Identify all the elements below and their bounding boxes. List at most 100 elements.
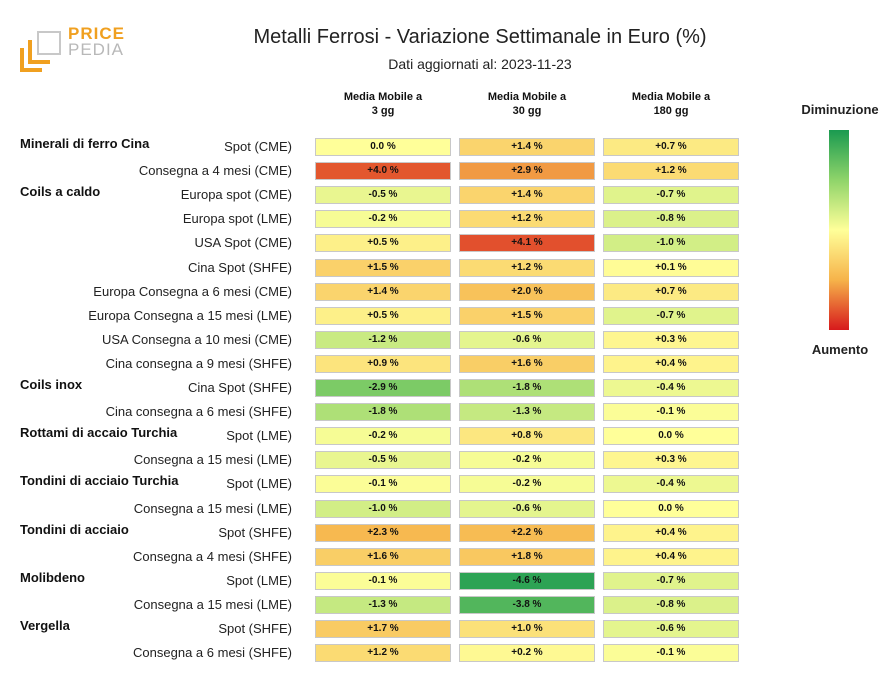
heatmap-cell: -0.8 % [603,595,739,614]
heatmap-cell: 0.0 % [603,427,739,446]
heatmap-cell: +1.4 % [315,282,451,301]
heatmap-cell: +0.7 % [603,138,739,156]
row-label: Europa Consegna a 6 mesi (CME) [93,283,292,299]
column-header: Media Mobile a 30 gg [487,91,567,117]
heatmap-cell: -0.4 % [603,475,739,494]
legend-bottom-label: Aumento [811,342,869,357]
heatmap-cell: +0.9 % [315,354,451,373]
row-label: Spot (LME) [226,428,292,444]
group-label: Tondini di acciaio Turchia [20,473,179,489]
heatmap-cell: +0.3 % [603,330,739,349]
heatmap-cell: -1.8 % [315,403,451,422]
row-label: Consegna a 4 mesi (CME) [138,163,292,179]
logo-mark-icon [20,31,61,72]
row-label: Consegna a 4 mesi (SHFE) [133,548,292,564]
logo-word-price: PRICE [68,24,125,43]
row-label: Consegna a 6 mesi (SHFE) [133,645,292,661]
heatmap-cell: +0.5 % [315,306,451,325]
heatmap-cell: +1.2 % [315,644,451,663]
heatmap-cell: 0.0 % [603,499,739,518]
row-label: Cina consegna a 9 mesi (SHFE) [105,355,292,371]
heatmap-cell: -3.8 % [459,595,595,614]
heatmap-cell: -0.1 % [315,475,451,494]
heatmap-cell: -0.5 % [315,186,451,205]
heatmap-cell: -0.1 % [603,403,739,422]
heatmap-cell: +4.0 % [315,162,451,181]
heatmap-cell: -1.2 % [315,330,451,349]
heatmap-cell: -4.6 % [459,571,595,590]
logo-word-pedia: PEDIA [68,40,125,59]
heatmap-cell: +1.2 % [459,258,595,277]
row-label: Spot (LME) [226,476,292,492]
group-label: Vergella [20,618,70,633]
row-label: Cina Spot (SHFE) [187,380,292,395]
row-label: Europa spot (CME) [180,187,292,203]
group-label: Minerali di ferro Cina [20,136,150,151]
heatmap-cell: +2.9 % [459,162,595,181]
heatmap-cell: +0.4 % [603,354,739,373]
heatmap-cell: -1.3 % [459,403,595,422]
heatmap-cell: -1.0 % [603,234,739,253]
heatmap-cell: -0.1 % [315,571,451,590]
heatmap-cell: -0.7 % [603,186,739,205]
heatmap-cell: +1.4 % [459,138,595,156]
heatmap-cell: +4.1 % [459,234,595,253]
column-header: Media Mobile a 180 gg [631,91,711,117]
row-label: Consegna a 15 mesi (LME) [133,452,292,468]
heatmap-cell: -0.2 % [315,210,451,229]
heatmap-cell: +1.4 % [459,186,595,205]
heatmap-cell: -0.2 % [315,427,451,446]
heatmap-cell: -1.3 % [315,595,451,614]
row-label: Cina consegna a 6 mesi (SHFE) [105,404,292,420]
group-label: Coils a caldo [20,184,101,200]
group-label: Coils inox [20,377,83,392]
heatmap-cell: -0.2 % [459,475,595,494]
heatmap-cell: +1.0 % [459,620,595,638]
heatmap-cell: +0.8 % [459,427,595,446]
row-label: Cina Spot (SHFE) [187,259,292,275]
chart-title: Metalli Ferrosi - Variazione Settimanale… [253,26,707,48]
row-label: USA Consegna a 10 mesi (CME) [101,331,292,347]
heatmap-cell: +0.7 % [603,282,739,301]
row-label: USA Spot (CME) [194,235,292,251]
chart-subtitle: Dati aggiornati al: 2023-11-23 [388,56,572,72]
heatmap-cell: +1.7 % [315,620,451,638]
row-label: Spot (SHFE) [218,621,292,636]
heatmap-cell: +0.2 % [459,644,595,663]
row-label: Spot (SHFE) [218,524,292,540]
heatmap-cell: -0.6 % [603,620,739,638]
heatmap-cell: -2.9 % [315,379,451,397]
row-label: Spot (CME) [224,139,292,154]
heatmap-cell: -0.4 % [603,379,739,397]
heatmap-cell: +0.1 % [603,258,739,277]
group-label: Molibdeno [20,569,85,585]
heatmap-cell: +1.2 % [603,162,739,181]
heatmap-cell: +0.3 % [603,451,739,470]
heatmap-cell: -0.8 % [603,210,739,229]
heatmap-cell: +0.4 % [603,523,739,542]
heatmap-cell: -0.1 % [603,644,739,663]
row-label: Consegna a 15 mesi (LME) [133,500,292,516]
row-label: Europa Consegna a 15 mesi (LME) [88,307,292,323]
heatmap-cell: -0.7 % [603,571,739,590]
heatmap-cell: -0.5 % [315,451,451,470]
heatmap-cell: +0.4 % [603,547,739,566]
heatmap-cell: 0.0 % [315,138,451,156]
heatmap-cell: +0.5 % [315,234,451,253]
heatmap-cell: +1.8 % [459,547,595,566]
group-label: Tondini di acciaio [20,521,129,537]
heatmap-cell: +1.6 % [315,547,451,566]
row-label: Europa spot (LME) [182,211,292,227]
heatmap-cell: +2.3 % [315,523,451,542]
pricepedia-logo: PRICE PEDIA [20,24,130,74]
color-scale-bar [829,130,849,330]
heatmap-cell: +1.2 % [459,210,595,229]
group-label: Rottami di accaio Turchia [20,425,178,441]
heatmap-cell: +1.5 % [459,306,595,325]
legend-top-label: Diminuzione [801,102,879,117]
row-label: Spot (LME) [226,572,292,588]
heatmap-cell: -0.6 % [459,499,595,518]
heatmap-cell: +2.2 % [459,523,595,542]
heatmap-cell: -1.8 % [459,379,595,397]
